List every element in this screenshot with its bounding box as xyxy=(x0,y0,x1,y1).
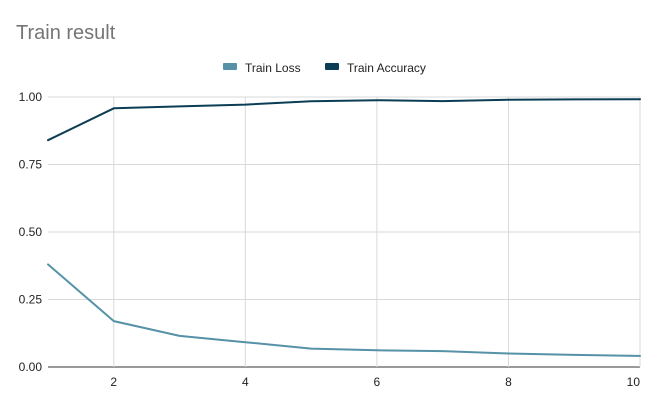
x-tick-label: 6 xyxy=(374,375,381,389)
x-tick-label: 8 xyxy=(505,375,512,389)
y-tick-label: 0.50 xyxy=(19,225,43,239)
legend: Train Loss Train Accuracy xyxy=(223,61,426,75)
series-line-train-loss xyxy=(47,263,641,357)
series-line-train-accuracy xyxy=(47,98,641,142)
legend-swatch-train-accuracy xyxy=(325,63,339,70)
series-lines xyxy=(47,98,641,357)
horizontal-gridlines xyxy=(48,96,640,368)
y-tick-label: 0.25 xyxy=(19,293,43,307)
y-tick-label: 0.75 xyxy=(19,158,43,172)
y-tick-label: 0.00 xyxy=(19,360,43,374)
legend-swatch-train-loss xyxy=(223,63,237,70)
x-tick-label: 4 xyxy=(242,375,249,389)
legend-label-train-loss: Train Loss xyxy=(245,61,301,75)
chart-title: Train result xyxy=(16,22,116,44)
legend-label-train-accuracy: Train Accuracy xyxy=(347,61,426,75)
x-tick-label: 10 xyxy=(627,375,641,389)
x-tick-label: 2 xyxy=(110,375,117,389)
x-axis-tick-labels: 2 4 6 8 10 xyxy=(110,375,640,389)
y-axis-tick-labels: 0.00 0.25 0.50 0.75 1.00 xyxy=(19,90,43,374)
y-tick-label: 1.00 xyxy=(19,90,43,104)
